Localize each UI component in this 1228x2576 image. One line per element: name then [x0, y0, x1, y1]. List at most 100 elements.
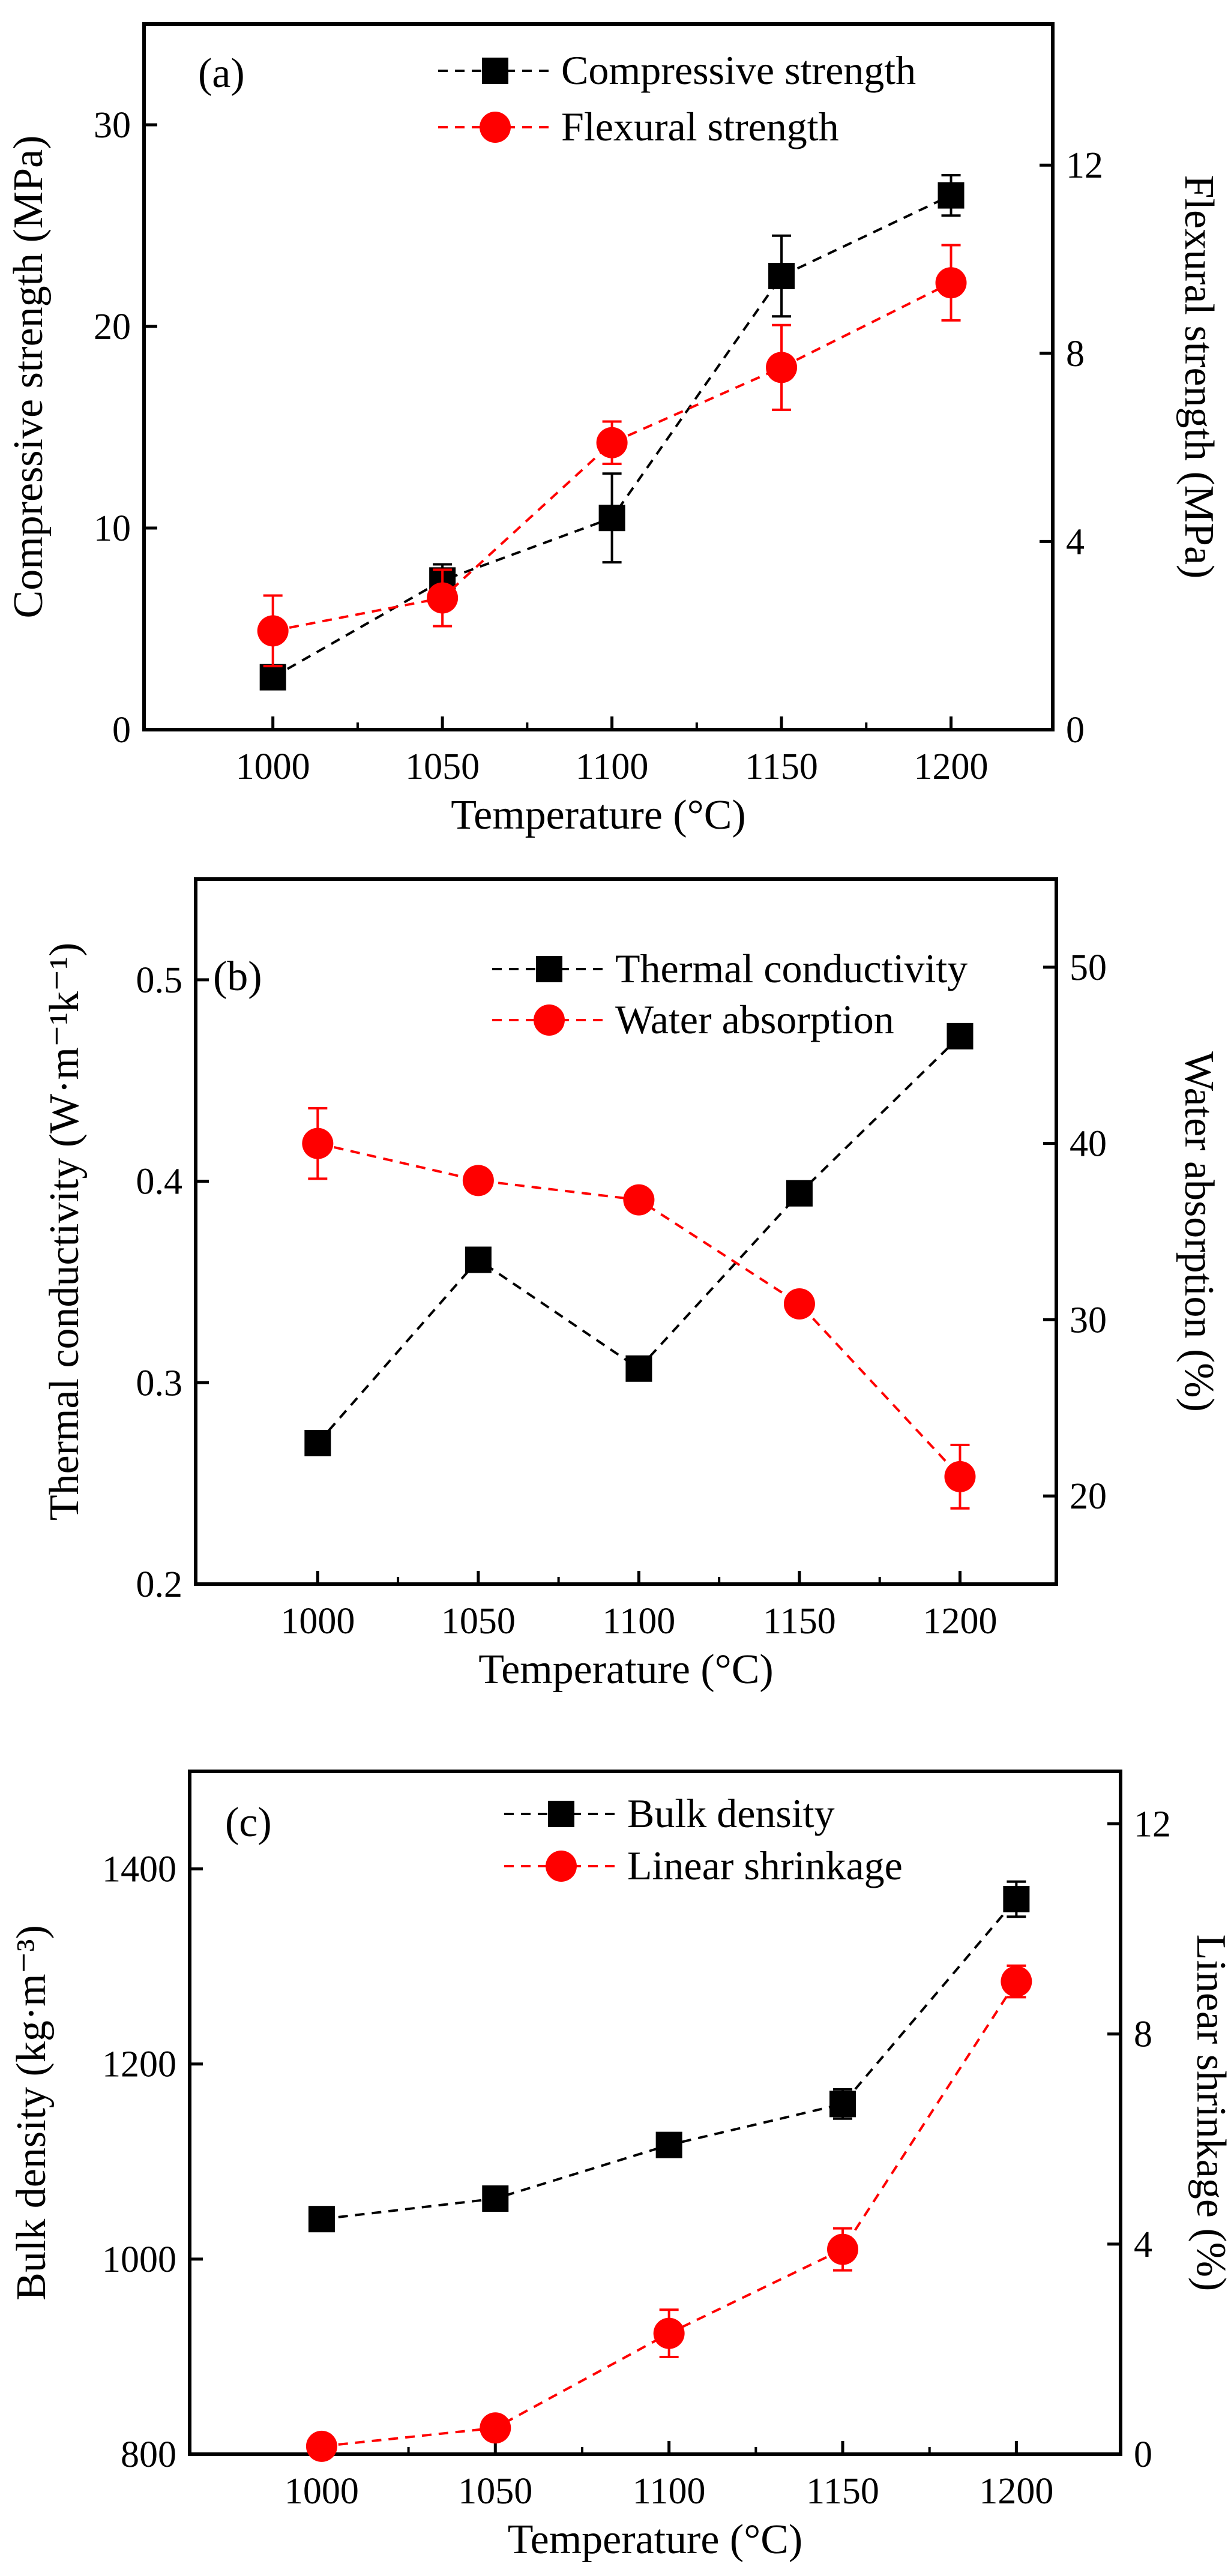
plot-frame [194, 877, 1058, 1586]
y-left-tick-label: 800 [121, 2434, 176, 2475]
y-left-tick-label: 0 [112, 710, 131, 751]
data-point-circle [766, 352, 798, 383]
x-axis-title: Temperature (°C) [478, 1647, 773, 1693]
data-point-circle [623, 1184, 655, 1216]
legend-marker-square [482, 58, 508, 84]
series-line-linear-shrinkage [321, 1981, 1018, 2448]
data-point-square [768, 263, 795, 289]
y-right-tick-label: 8 [1066, 334, 1085, 374]
data-point-circle [653, 2317, 685, 2349]
legend-label: Bulk density [627, 1791, 835, 1836]
plot-frame [188, 1770, 1122, 2456]
panel-c: 1000 1050 1100 1150 1200 800 1000 1200 1400 0 4 8 12… [8, 1770, 1228, 2563]
x-tick-label: 1050 [441, 1601, 516, 1642]
y-right-tick-label: 12 [1134, 1804, 1171, 1845]
y-right-axis-title: Linear shrinkage (%) [1188, 1935, 1228, 2292]
x-tick-label: 1100 [633, 2471, 706, 2512]
y-right-tick-label: 0 [1134, 2434, 1152, 2475]
data-point-square [938, 182, 965, 209]
y-right-tick-label: 0 [1066, 710, 1085, 751]
data-point-square [1003, 1885, 1030, 1912]
y-left-tick-label: 0.4 [136, 1162, 183, 1202]
data-point-circle [1001, 1966, 1032, 1998]
y-left-tick-label: 0.3 [136, 1363, 183, 1404]
x-tick-label: 1050 [405, 746, 480, 787]
x-tick-label: 1100 [603, 1601, 676, 1642]
data-point-square [308, 2206, 335, 2233]
data-point-circle [305, 2430, 337, 2462]
data-point-square [482, 2185, 509, 2212]
y-left-tick-label: 0.2 [136, 1564, 183, 1605]
y-left-tick-label: 1200 [102, 2044, 176, 2085]
legend-label: Flexural strength [561, 104, 839, 149]
y-left-tick-label: 1400 [102, 1849, 176, 1890]
x-tick-label: 1200 [923, 1601, 997, 1642]
data-point-circle [302, 1127, 334, 1159]
legend-marker-circle [534, 1004, 565, 1036]
y-right-tick-label: 4 [1066, 521, 1085, 562]
x-tick-label: 1150 [763, 1601, 836, 1642]
legend-marker-square [536, 956, 562, 982]
data-point-circle [427, 582, 459, 614]
x-tick-label: 1200 [914, 746, 989, 787]
y-right-tick-label: 20 [1070, 1476, 1107, 1517]
legend-label: Linear shrinkage [627, 1843, 903, 1888]
plot-frame [142, 22, 1055, 731]
y-left-axis-title: Compressive strength (MPa) [5, 136, 52, 619]
data-point-square [598, 505, 625, 532]
legend-marker-circle [546, 1851, 577, 1882]
x-tick-label: 1000 [236, 746, 310, 787]
data-point-square [947, 1022, 974, 1049]
series-line-bulk-density [321, 1898, 1017, 2221]
panel-label: (b) [213, 953, 262, 1000]
data-point-circle [462, 1165, 494, 1196]
y-right-tick-label: 8 [1134, 2014, 1152, 2055]
x-tick-label: 1150 [806, 2471, 879, 2512]
y-left-tick-label: 20 [94, 307, 131, 347]
series-line-thermal-conductivity [316, 1035, 961, 1444]
legend-label: Thermal conductivity [615, 946, 968, 991]
y-left-tick-label: 30 [94, 105, 131, 146]
data-point-square [465, 1246, 492, 1273]
x-tick-label: 1150 [745, 746, 818, 787]
legend-marker-square [548, 1801, 574, 1827]
x-axis-title: Temperature (°C) [451, 792, 745, 838]
data-point-circle [827, 2233, 859, 2265]
y-right-tick-label: 12 [1066, 145, 1103, 186]
data-point-circle [480, 2412, 511, 2444]
y-right-axis-title: Water absorption (%) [1176, 1051, 1222, 1412]
x-tick-label: 1200 [979, 2471, 1053, 2512]
y-left-axis-title: Bulk density (kg·m⁻³) [8, 1925, 55, 2301]
y-left-tick-label: 1000 [102, 2239, 176, 2280]
x-tick-label: 1000 [284, 2471, 359, 2512]
panel-label: (c) [225, 1800, 272, 1846]
y-left-tick-label: 10 [94, 508, 131, 549]
data-point-circle [783, 1288, 815, 1320]
legend-label: Compressive strength [561, 47, 916, 93]
data-point-square [655, 2131, 682, 2158]
data-point-square [829, 2091, 856, 2118]
y-left-tick-label: 0.5 [136, 960, 183, 1001]
data-point-circle [935, 267, 967, 299]
y-left-axis-title: Thermal conductivity (W·m⁻¹k⁻¹) [41, 943, 88, 1521]
panel-a: 1000 1050 1100 1150 1200 0 10 20 30 0 4 8 12 Temperat… [5, 22, 1222, 838]
x-tick-label: 1000 [280, 1601, 355, 1642]
x-axis-title: Temperature (°C) [508, 2517, 802, 2563]
y-right-tick-label: 4 [1134, 2224, 1152, 2265]
y-right-axis-title: Flexural strength (MPa) [1176, 175, 1222, 579]
y-right-tick-label: 50 [1070, 947, 1107, 988]
legend-label: Water absorption [615, 997, 894, 1042]
x-tick-label: 1100 [576, 746, 649, 787]
data-point-circle [596, 427, 628, 458]
data-point-square [259, 664, 286, 691]
y-right-tick-label: 30 [1070, 1300, 1107, 1341]
y-right-tick-label: 40 [1070, 1124, 1107, 1165]
data-point-circle [257, 615, 289, 647]
panel-b: 1000 1050 1100 1150 1200 0.2 0.3 0.4 0.5 20 30 40 50… [41, 877, 1222, 1693]
data-point-square [304, 1430, 331, 1456]
x-tick-label: 1050 [458, 2471, 532, 2512]
legend-marker-circle [480, 112, 511, 143]
data-point-circle [944, 1461, 976, 1492]
data-point-square [625, 1355, 652, 1382]
